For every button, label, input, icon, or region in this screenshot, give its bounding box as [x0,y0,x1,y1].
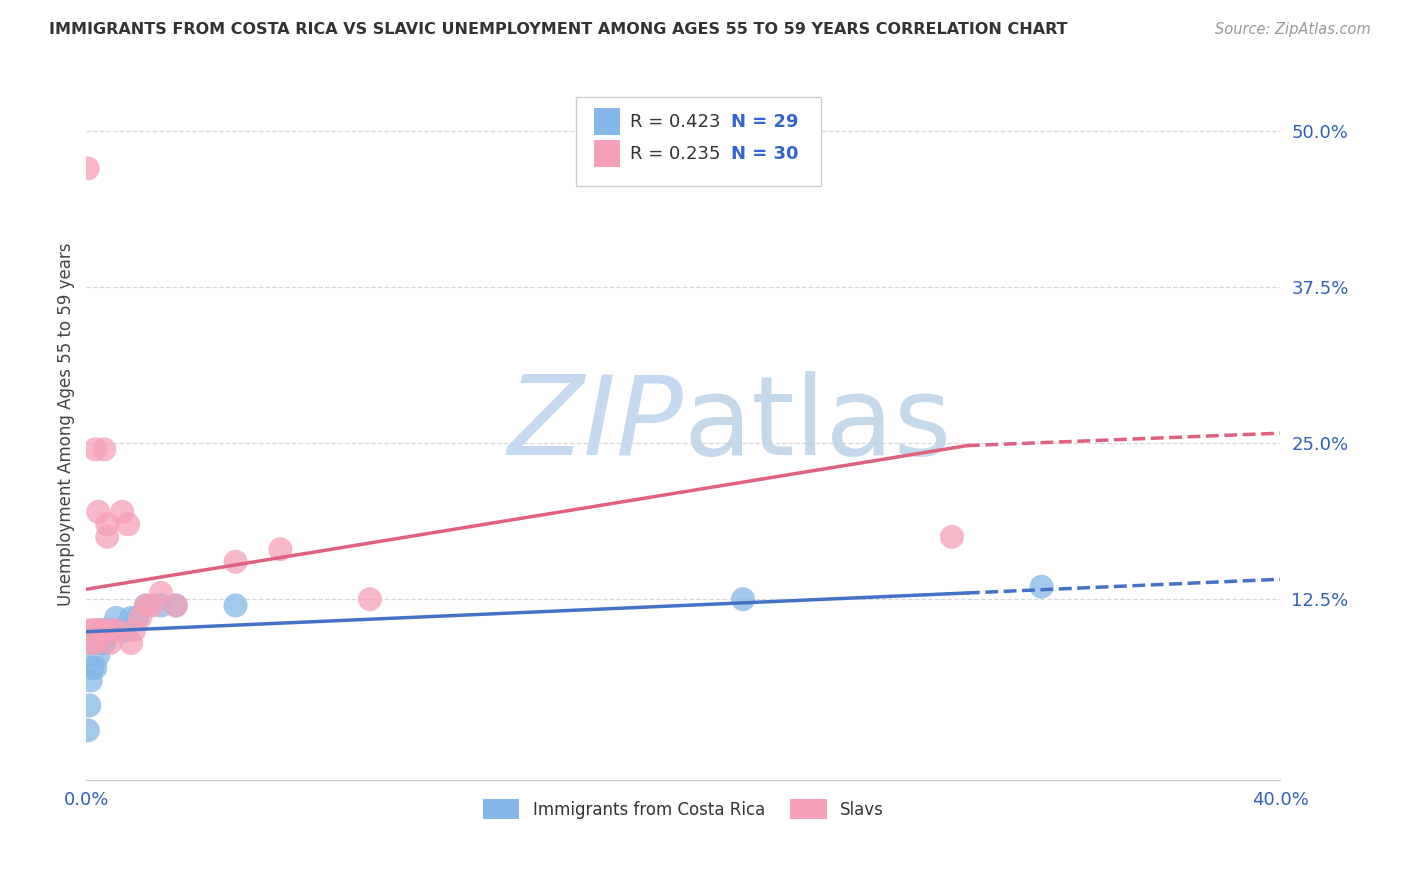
Point [225,599,247,613]
Text: IMMIGRANTS FROM COSTA RICA VS SLAVIC UNEMPLOYMENT AMONG AGES 55 TO 59 YEARS CORR: IMMIGRANTS FROM COSTA RICA VS SLAVIC UNE… [49,22,1067,37]
Text: R = 0.423: R = 0.423 [630,113,720,131]
Point [125,611,148,625]
Y-axis label: Unemployment Among Ages 55 to 59 years: Unemployment Among Ages 55 to 59 years [58,243,75,607]
Point [82,661,104,675]
Point [82,636,104,650]
Point [90,636,112,650]
FancyBboxPatch shape [593,140,620,168]
Point [87,505,110,519]
Point [84,624,107,638]
Point [84,442,107,457]
Point [165,599,187,613]
Point [165,599,187,613]
Point [80,673,103,688]
Text: ZIP: ZIP [508,371,683,478]
Point [111,505,134,519]
Point [84,661,107,675]
Point [82,624,104,638]
Point [129,611,152,625]
Point [149,599,172,613]
Point [105,624,128,638]
Point [77,624,100,638]
Point [135,599,157,613]
Text: Source: ZipAtlas.com: Source: ZipAtlas.com [1215,22,1371,37]
FancyBboxPatch shape [576,97,821,186]
Text: atlas: atlas [683,371,952,478]
Point [93,624,115,638]
Point [93,624,115,638]
Point [84,636,107,650]
Point [359,592,381,607]
Point [941,530,963,544]
Point [87,624,110,638]
Point [149,586,172,600]
Point [84,636,107,650]
Point [225,555,247,569]
Point [76,723,98,738]
Point [122,624,145,638]
Point [120,636,142,650]
Point [141,599,163,613]
FancyBboxPatch shape [593,109,620,136]
Text: N = 29: N = 29 [731,113,799,131]
Point [87,636,110,650]
Text: N = 30: N = 30 [731,145,799,163]
Point [96,530,118,544]
Point [114,624,136,638]
Point [90,624,112,638]
Point [76,161,98,176]
Point [101,624,124,638]
Point [101,624,124,638]
Point [82,636,104,650]
Legend: Immigrants from Costa Rica, Slavs: Immigrants from Costa Rica, Slavs [477,793,890,825]
Point [117,517,139,532]
Point [93,636,115,650]
Point [87,648,110,663]
Point [90,624,112,638]
Point [269,542,291,557]
Point [105,611,128,625]
Point [96,624,118,638]
Point [98,636,121,650]
Text: R = 0.235: R = 0.235 [630,145,720,163]
Point [90,624,112,638]
Point [98,624,121,638]
Point [135,599,157,613]
Point [1031,580,1053,594]
Point [77,698,100,713]
Point [108,624,131,638]
Point [731,592,754,607]
Point [93,442,115,457]
Point [120,611,142,625]
Point [84,624,107,638]
Point [96,517,118,532]
